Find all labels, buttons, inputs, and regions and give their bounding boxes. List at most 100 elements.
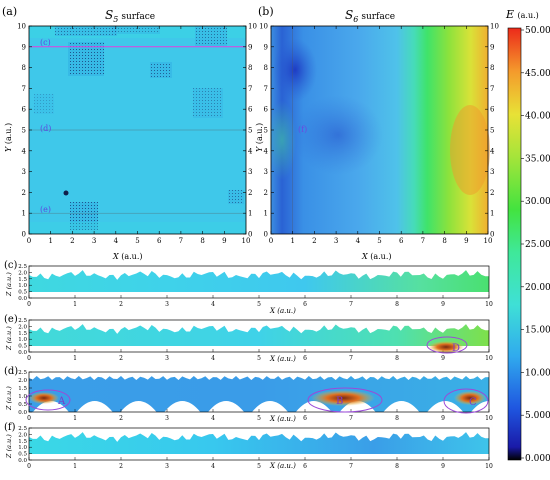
hot-region-d — [428, 341, 464, 353]
strip-x-tick-label: 5 — [257, 301, 261, 308]
colorbar-label: E (a.u.) — [505, 8, 539, 21]
strip-x-tick-label: 5 — [257, 355, 261, 362]
panel-a-textured-region — [193, 88, 223, 118]
panel-a-y-tick-label: 0 — [22, 231, 26, 239]
strip-x-tick-label: 0 — [27, 463, 31, 470]
panel-a-y-tick-label-right: 6 — [248, 106, 253, 114]
strip-y-tick-label: 0.0 — [18, 458, 27, 464]
panel-b-title: S6 surface — [345, 8, 395, 24]
panel-b-y-tick-label-right: 0 — [490, 231, 494, 239]
panel-a-y-tick-label-right: 0 — [248, 231, 252, 239]
strip-x-tick-label: 9 — [441, 301, 445, 308]
strip-x-tick-label: 2 — [119, 355, 123, 362]
strip-x-tick-label: 5 — [257, 463, 261, 470]
strip-panel-3: 0.00.51.01.52.02.5 0 1 2 3 4 5 6 7 8 9 10 (f)Z (a.u.… — [4, 422, 493, 470]
panel-a-y-tick-label: 9 — [22, 43, 26, 51]
strip-x-tick-label: 10 — [485, 463, 493, 470]
panel-a-x-tick-label: 4 — [114, 237, 119, 245]
panel-b-y-tick-label: 8 — [264, 64, 268, 72]
strip-surface-profile — [29, 270, 489, 292]
panel-b-y-tick-label: 2 — [264, 189, 268, 197]
strip-y-tick-label: 2.5 — [18, 426, 27, 432]
panel-b-x-tick-label: 9 — [464, 237, 468, 245]
colorbar-tick-label: 10.00 — [525, 368, 550, 378]
colorbar-gradient — [507, 27, 522, 461]
panel-b-x-tick-label: 10 — [484, 237, 493, 245]
strip-x-tick-label: 8 — [395, 301, 399, 308]
panel-b-x-tick-label: 4 — [356, 237, 361, 245]
strip-xlabel: X (a.u.) — [269, 415, 296, 423]
marker-c: C — [469, 397, 477, 408]
strip-x-tick-label: 2 — [119, 301, 123, 308]
strip-y-tick-label: 1.0 — [18, 337, 27, 343]
marker-b: B — [336, 396, 343, 407]
panel-a-xlabel-unit: (a.u.) — [121, 252, 142, 261]
panel-a-x-tick-label: 9 — [222, 237, 226, 245]
panel-a-title-suffix: surface — [121, 12, 155, 22]
strip-y-tick-label: 2.5 — [18, 264, 27, 270]
strip-x-tick-label: 4 — [211, 301, 215, 308]
panel-b-x-tick-label: 6 — [399, 237, 404, 245]
panel-a-xlabel: X (a.u.) — [112, 252, 143, 261]
strip-y-tick-label: 2.0 — [18, 432, 27, 438]
strip-x-tick-label: 8 — [395, 415, 399, 422]
panel-a-y-tick-label-right: 5 — [248, 127, 252, 135]
strip-y-tick-label: 0.0 — [18, 350, 27, 356]
strip-panel-label: (e) — [4, 314, 18, 325]
strip-y-tick-label: 2.0 — [18, 378, 27, 384]
strip-x-tick-label: 1 — [73, 463, 77, 470]
strip-y-tick-label: 0.5 — [18, 344, 27, 350]
colorbar-tick-label: 0.000 — [525, 454, 550, 464]
strip-panel-0: 0.00.51.01.52.02.5 0 1 2 3 4 5 6 7 8 9 10 (c)Z (a.u.… — [4, 260, 493, 315]
strip-panel-label: (f) — [4, 422, 16, 433]
panel-a-textured-region — [150, 62, 172, 78]
colorbar-tick-label: 30.00 — [525, 197, 550, 207]
strip-ylabel: Z (a.u.) — [5, 434, 13, 459]
panel-a-y-tick-label-right: 2 — [248, 189, 252, 197]
colorbar-ticks: 50.00 45.00 40.00 35.00 30.00 25.00 20.00 15.00… — [521, 26, 550, 464]
panel-a-textured-region — [34, 94, 54, 114]
strip-valley-cutouts — [32, 401, 508, 412]
colorbar-label-var: E — [505, 8, 514, 21]
strip-x-tick-label: 4 — [211, 355, 215, 362]
panel-b-label: (b) — [258, 5, 274, 18]
panel-a-y-tick-label: 5 — [22, 127, 26, 135]
panel-a-x-tick-label: 6 — [157, 237, 162, 245]
panel-a-textured-region — [112, 26, 160, 34]
panel-b-ylabel-unit: (a.u.) — [255, 123, 264, 144]
panel-b-y-tick-label: 10 — [259, 23, 268, 31]
colorbar-tick-label: 45.00 — [525, 69, 550, 79]
panel-b-y-tick-label: 0 — [264, 231, 268, 239]
panel-b-title-suffix: surface — [361, 12, 395, 22]
panel-a-title: S5 surface — [105, 8, 155, 24]
strip-x-tick-label: 2 — [119, 415, 123, 422]
strip-x-tick-label: 9 — [441, 355, 445, 362]
panel-a-xlabel-var: X — [112, 252, 119, 261]
strip-x-tick-label: 6 — [303, 355, 307, 362]
strip-x-tick-label: 3 — [165, 355, 169, 362]
strip-x-tick-label: 1 — [73, 415, 77, 422]
panel-b-y-tick-label-right: 6 — [490, 106, 495, 114]
strip-y-tick-label: 1.5 — [18, 386, 27, 392]
panel-b-axes: 0 1 2 3 4 5 6 7 8 9 100 01 12 23 34 45 56 67 78 89 910 10 — [259, 23, 499, 246]
strip-panel-label: (d) — [4, 366, 18, 377]
panel-a-y-tick-label-right: 10 — [248, 23, 257, 31]
hot-region-a — [29, 392, 59, 404]
panel-b-high-region — [450, 105, 490, 195]
strip-surface-profile — [29, 432, 489, 454]
panel-a-y-tick-label: 2 — [22, 189, 26, 197]
panel-b-edge-region — [268, 100, 296, 180]
colorbar-tick-label: 25.00 — [525, 240, 550, 250]
strip-xlabel: X (a.u.) — [269, 307, 296, 315]
colorbar-tick-label: 5.000 — [525, 411, 550, 421]
strip-xlabel: X (a.u.) — [269, 355, 296, 363]
panel-a-textured-region — [70, 202, 98, 230]
panel-b-y-tick-label-right: 7 — [490, 85, 494, 93]
panel-a-x-tick-label: 1 — [48, 237, 52, 245]
strip-ylabel: Z (a.u.) — [5, 272, 13, 297]
panel-a-ylabel: Y (a.u.) — [4, 123, 13, 152]
panel-b-xlabel-unit: (a.u.) — [370, 252, 391, 261]
panel-b-xlabel-var: X — [361, 252, 368, 261]
panel-a-x-tick-label: 0 — [27, 237, 31, 245]
strip-y-tick-label: 1.5 — [18, 331, 27, 337]
